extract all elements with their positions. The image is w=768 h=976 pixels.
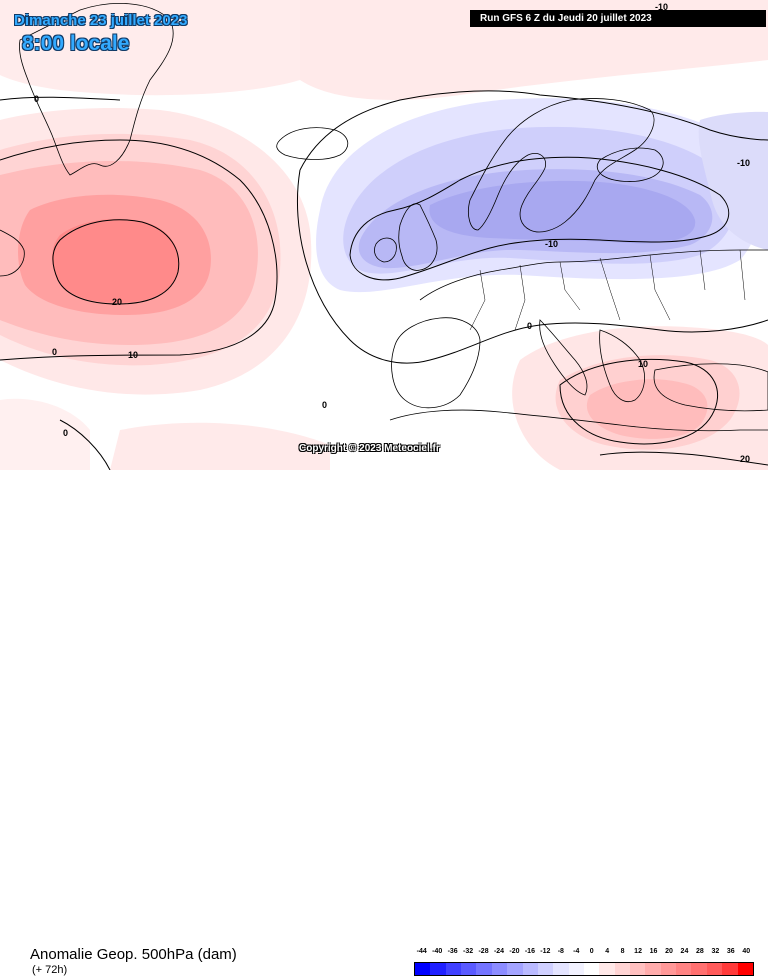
low-anomaly-russia [698,111,768,250]
high-anomaly-south [110,422,330,470]
scale-swatch [461,963,477,975]
scale-tick: -36 [447,948,458,955]
high-anomaly-southwest [0,398,90,470]
anomaly-map: 0 20 10 0 0 0 -10 -10 0 10 20 -10 Dimanc… [0,0,768,470]
scale-swatch [599,963,615,975]
high-anomaly-mediterranean [512,326,768,470]
scale-swatch [522,963,538,975]
scale-tick: -24 [493,948,505,955]
forecast-date: Dimanche 23 juillet 2023 [14,12,188,29]
scale-tick: -44 [416,948,427,955]
contour-label: -10 [737,158,750,168]
scale-swatch [445,963,462,975]
contour-label: 0 [527,321,532,331]
contour-label: 10 [128,350,138,360]
scale-bar [414,962,754,976]
scale-tick: -4 [573,948,580,955]
scale-tick: 24 [680,948,689,955]
contour-0-sw [59,419,111,470]
scale-tick: 40 [742,948,751,955]
contour-0-north [0,96,121,101]
contour-label: 20 [112,297,122,307]
contour-label: 20 [740,454,750,464]
contour-0-arctic [299,90,768,171]
scale-swatch [583,963,600,975]
low-anomaly-europe [316,98,763,293]
scale-tick: -20 [509,948,520,955]
scale-tick: 36 [726,948,735,955]
contour-label: -10 [655,2,668,12]
scale-ticks: -44 -40 -36 -32 -28 -24 -20 -16 -12 -8 -4 0 4 8 12 16 20… [414,948,754,960]
scale-swatch [722,963,738,975]
contour-label: 10 [638,359,648,369]
scale-swatch [507,963,523,975]
scale-swatch [491,963,508,975]
coastlines [0,3,768,432]
run-info: Run GFS 6 Z du Jeudi 20 juillet 2023 [470,10,766,27]
scale-swatch [691,963,707,975]
footer: Anomalie Geop. 500hPa (dam) (+ 72h) -44-… [0,470,768,976]
contour-label: 0 [322,400,327,410]
scale-tick: -8 [557,948,564,955]
scale-swatch [537,963,554,975]
scale-swatch [553,963,569,975]
scale-swatch [630,963,646,975]
scale-swatch [476,963,492,975]
scale-swatch [645,963,661,975]
scale-swatch [568,963,584,975]
scale-tick: -40 [432,948,443,955]
parameter-title: Anomalie Geop. 500hPa (dam) [30,946,237,963]
contour--10 [349,156,730,281]
map-canvas: 0 20 10 0 0 0 -10 -10 0 10 20 -10 [0,0,768,470]
contour-20-greece [599,451,768,466]
color-scale: -44 -40 -36 -32 -28 -24 -20 -16 -12 -8 -4 0 4 8 12 16 20… [414,948,754,976]
copyright: Copyright © 2023 Meteociel.fr [299,443,440,454]
scale-swatch [614,963,631,975]
scale-tick: -28 [478,948,489,955]
contour-0-europe [297,169,768,364]
scale-tick: 20 [665,948,673,955]
scale-swatch [737,963,753,975]
contour-10 [0,139,278,361]
scale-tick: -16 [524,948,535,955]
scale-tick: 12 [634,948,642,955]
scale-tick: 8 [620,948,625,955]
scale-swatch [676,963,692,975]
contour-10-greece [559,358,719,445]
scale-tick: 16 [649,948,658,955]
high-anomaly-atlantic [0,108,312,395]
scale-tick: 4 [605,948,610,955]
scale-swatch [415,963,431,975]
contour-label: 0 [52,347,57,357]
forecast-time: 8:00 locale [22,32,130,55]
contour-20 [52,219,180,305]
high-anomaly-greenland [0,0,300,96]
scale-swatch [706,963,723,975]
contour-lines [0,90,768,470]
scale-tick: 32 [711,948,720,955]
contour-label: 0 [34,94,39,104]
scale-swatch [430,963,446,975]
scale-tick: -12 [540,948,551,955]
contour-label: 0 [63,428,68,438]
scale-swatch [660,963,677,975]
scale-tick: -32 [463,948,474,955]
lead-time: (+ 72h) [32,964,68,976]
scale-tick: 0 [589,948,594,955]
contour-label: -10 [545,239,558,249]
contour-labels: 0 20 10 0 0 0 -10 -10 0 10 20 -10 [34,2,750,464]
scale-tick: 28 [696,948,704,955]
